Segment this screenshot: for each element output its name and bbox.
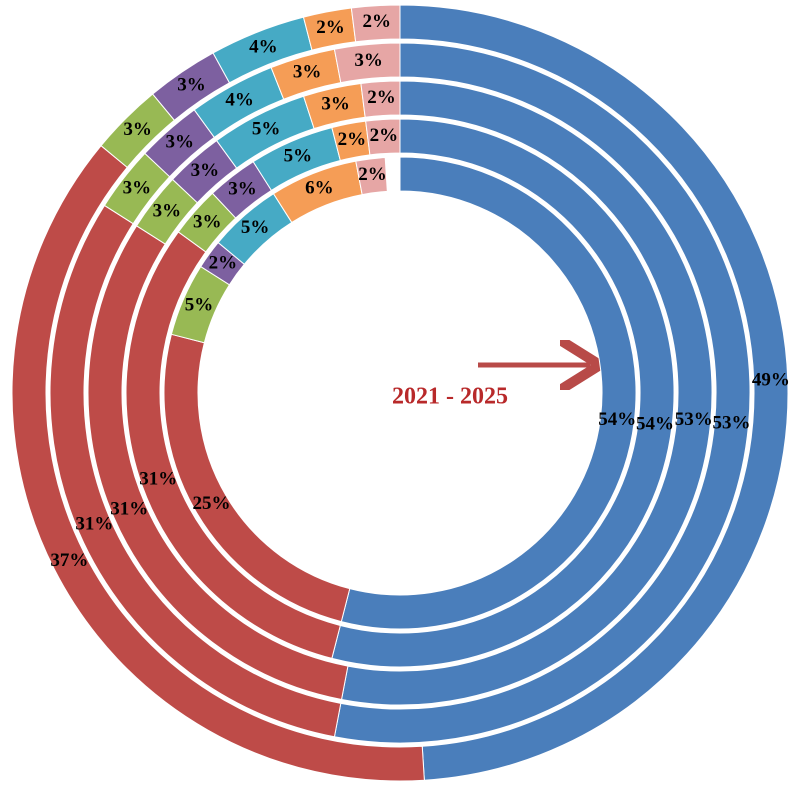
data-label: 2% xyxy=(316,17,345,38)
data-label: 6% xyxy=(305,178,334,199)
data-label: 3% xyxy=(123,119,152,140)
data-label: 54% xyxy=(598,409,636,430)
data-label: 3% xyxy=(153,201,182,222)
donut-segment xyxy=(355,156,388,196)
data-label: 31% xyxy=(139,468,177,489)
data-label: 4% xyxy=(225,90,254,111)
data-label: 5% xyxy=(241,217,270,238)
data-label: 53% xyxy=(675,409,713,430)
data-label: 3% xyxy=(193,211,222,232)
donut-segment xyxy=(333,42,751,744)
data-label: 2% xyxy=(209,253,238,274)
donut-segment xyxy=(365,118,401,156)
data-label: 3% xyxy=(123,177,152,198)
data-label: 31% xyxy=(110,499,148,520)
annotation: 2021 - 2025 xyxy=(392,384,508,410)
donut-segment xyxy=(331,118,675,668)
data-label: 5% xyxy=(252,119,281,140)
donut-segment xyxy=(333,42,401,84)
data-label: 54% xyxy=(636,414,674,435)
data-label: 3% xyxy=(321,93,350,114)
data-label: 2% xyxy=(370,125,399,146)
donut-segment xyxy=(350,4,401,43)
data-label: 3% xyxy=(177,75,206,96)
data-label: 3% xyxy=(191,160,220,181)
data-label: 2% xyxy=(362,11,391,32)
data-label: 4% xyxy=(249,36,278,57)
data-label: 2% xyxy=(358,164,387,185)
data-label: 53% xyxy=(713,413,751,434)
data-label: 2% xyxy=(338,129,367,150)
data-label: 3% xyxy=(354,50,383,71)
donut-segment xyxy=(360,80,401,118)
data-label: 37% xyxy=(50,550,88,571)
data-label: 5% xyxy=(185,294,214,315)
data-label: 25% xyxy=(192,493,230,514)
data-label: 5% xyxy=(284,145,313,166)
donut-segment xyxy=(399,4,789,781)
data-label: 3% xyxy=(293,62,322,83)
data-label: 49% xyxy=(752,370,790,391)
donut-segment xyxy=(340,80,713,706)
data-label: 3% xyxy=(228,178,257,199)
data-label: 3% xyxy=(166,132,195,153)
donut-segment xyxy=(340,156,637,630)
data-label: 2% xyxy=(367,87,396,108)
data-label: 31% xyxy=(75,514,113,535)
